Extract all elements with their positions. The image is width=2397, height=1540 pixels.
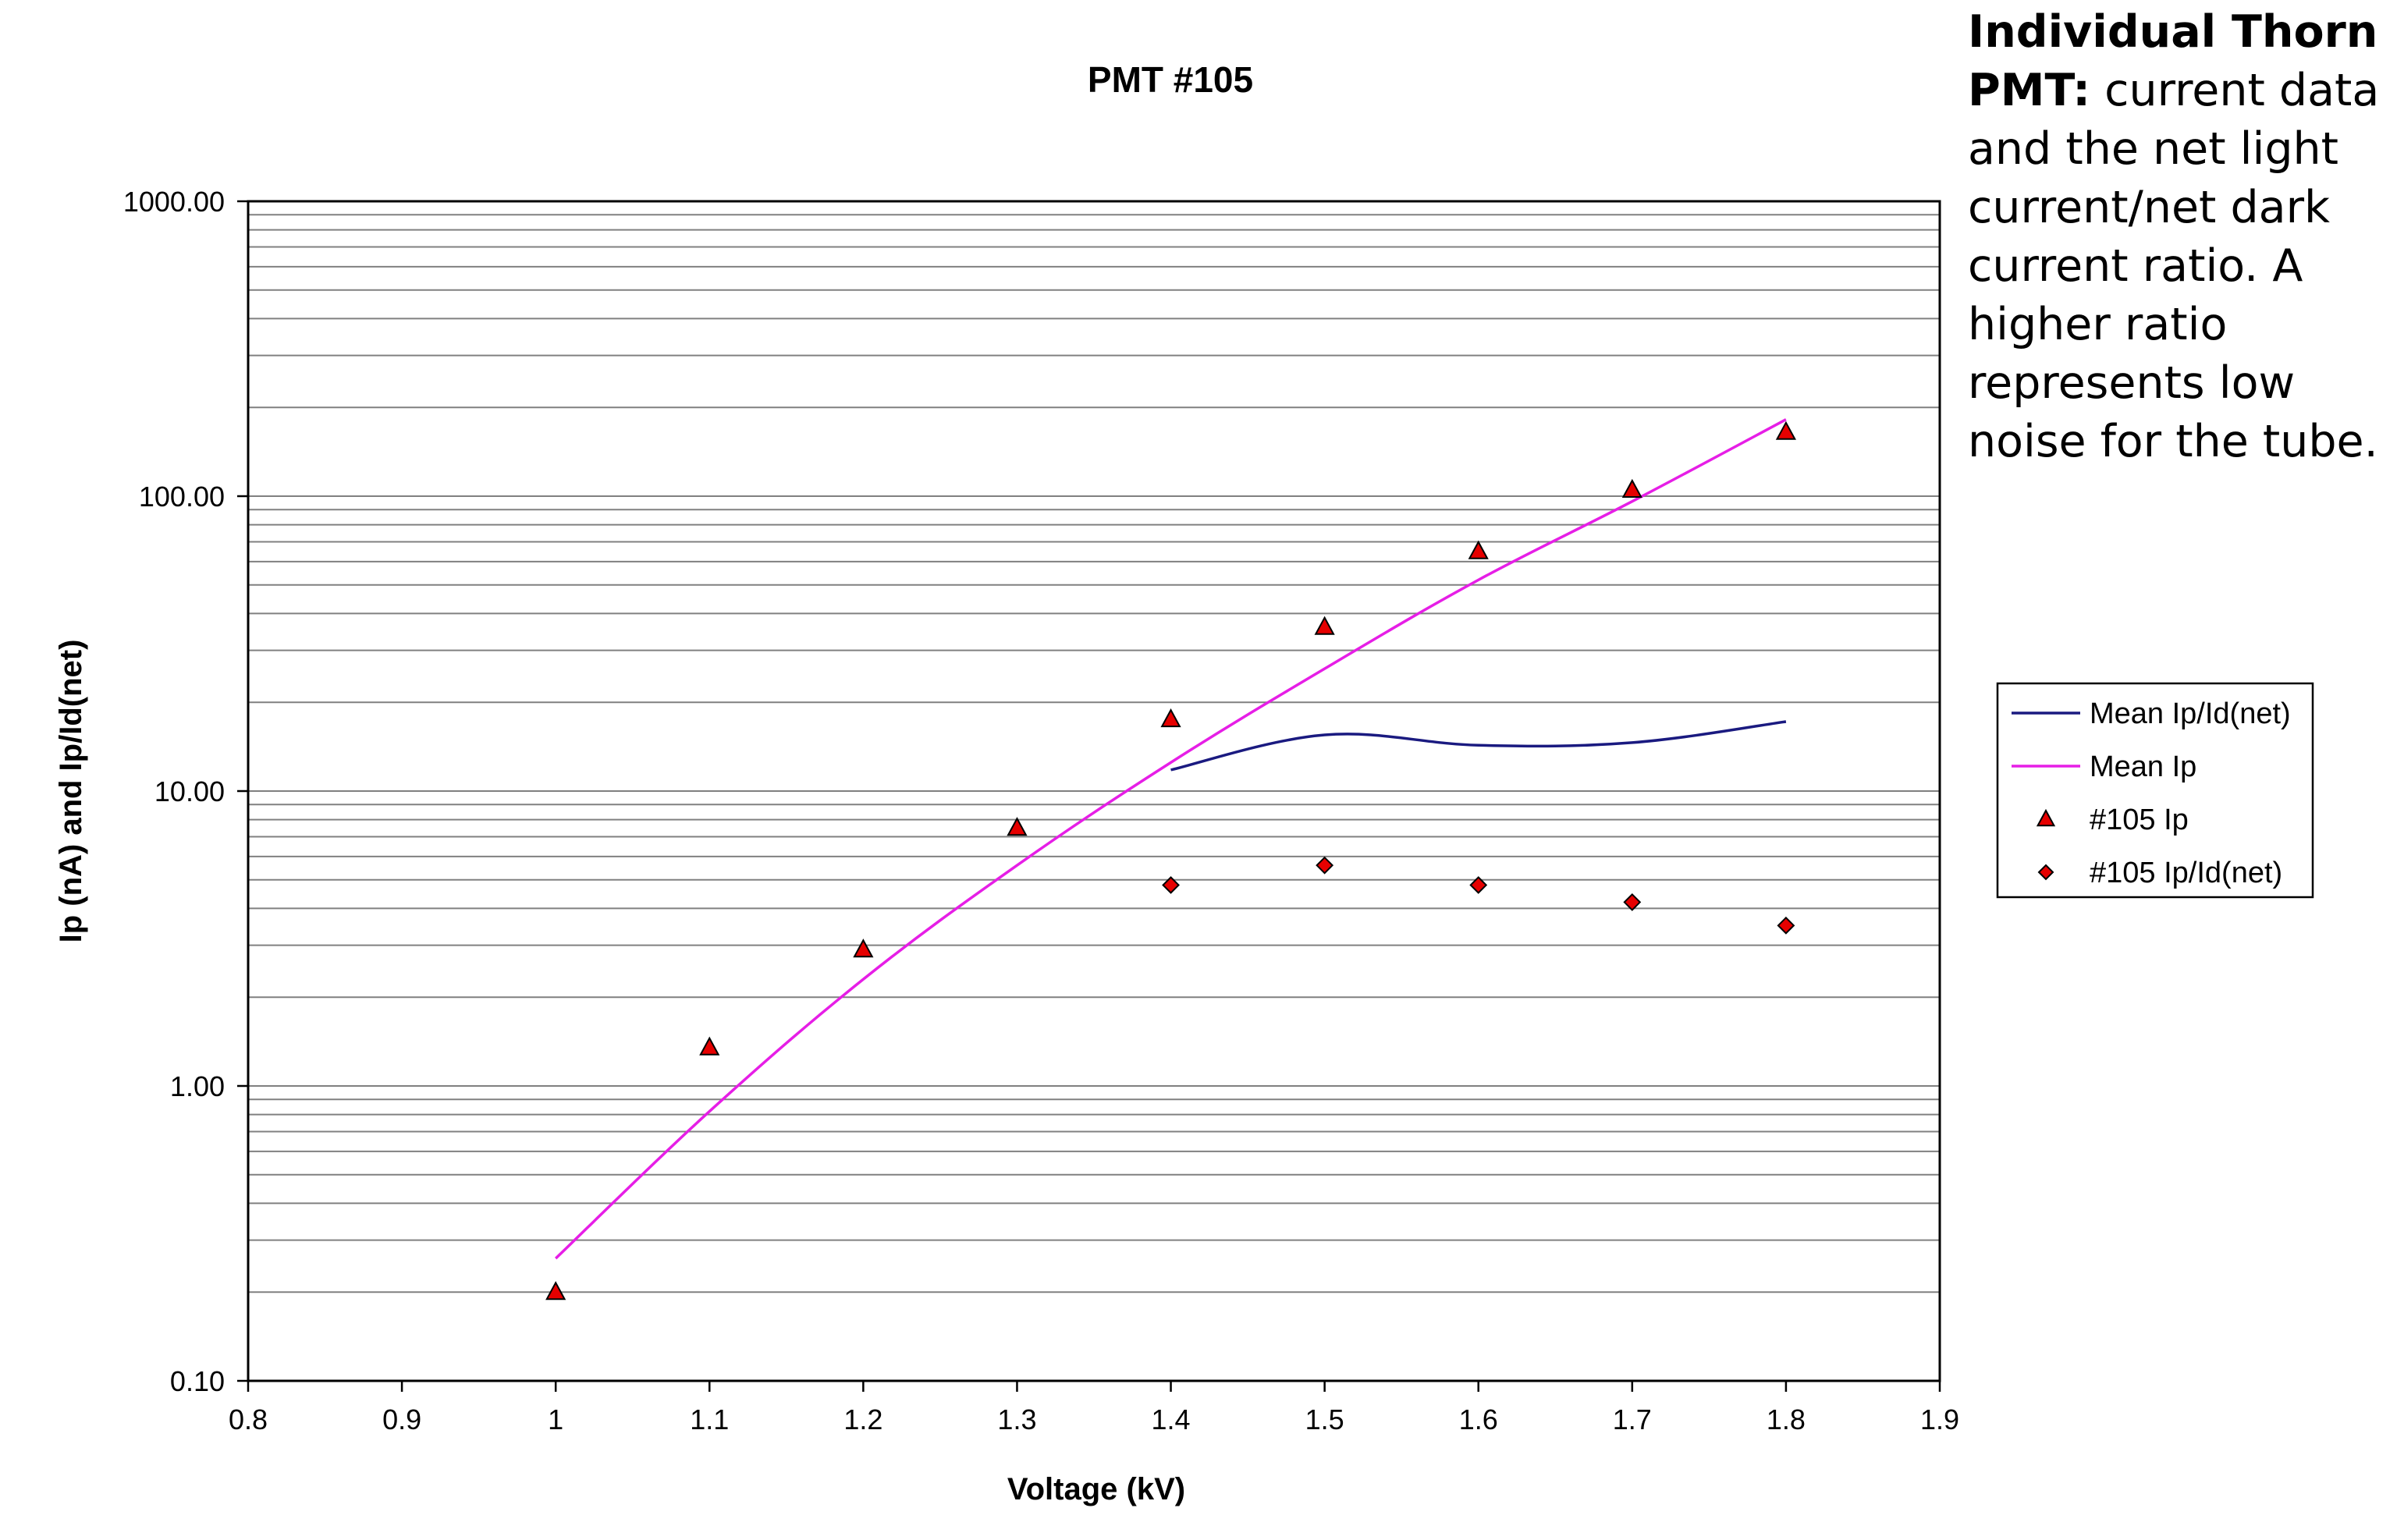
legend-item: Mean Ip/Id(net) (2012, 697, 2291, 730)
x-tick-label: 1.2 (843, 1403, 882, 1435)
x-tick-label: 1.7 (1613, 1403, 1652, 1435)
y-axis: 0.10 1.00 10.00 100.00 1000.00 (123, 186, 248, 1397)
caption-text: Individual Thorn PMT: current data and t… (1968, 3, 2389, 471)
triangle-point (545, 1281, 566, 1300)
series-0 (1170, 720, 1787, 772)
triangle-point (1160, 708, 1181, 728)
x-tick-label: 0.8 (229, 1403, 268, 1435)
legend-item: #105 Ip (2036, 804, 2189, 836)
caption-bold: Individual Thorn PMT: (1968, 6, 2378, 116)
x-tick-label: 1.8 (1767, 1403, 1806, 1435)
chart-title: PMT #105 (1088, 59, 1253, 100)
legend-item: Mean Ip (2012, 750, 2196, 783)
legend-item: #105 Ip/Id(net) (2037, 857, 2282, 889)
x-tick-label: 1.1 (690, 1403, 729, 1435)
diamond-point (1623, 892, 1642, 911)
y-axis-label: Ip (nA) and Ip/Id(net) (54, 640, 88, 943)
series-line (554, 418, 1787, 1260)
triangle-point (853, 939, 874, 958)
x-axis: 0.8 0.9 1 1.1 1.2 1.3 1.4 1.5 1.6 1.7 1.8 1.9 (229, 1381, 1959, 1435)
x-axis-label: Voltage (kV) (1007, 1472, 1185, 1506)
triangle-point (1314, 616, 1335, 635)
x-tick-label: 0.9 (382, 1403, 421, 1435)
triangle-point (699, 1036, 720, 1056)
diamond-point (1777, 916, 1795, 935)
series-line (1170, 720, 1787, 772)
gridlines (248, 200, 1940, 1382)
legend-label: #105 Ip/Id(net) (2090, 857, 2282, 889)
x-tick-label: 1.6 (1459, 1403, 1498, 1435)
y-tick-label: 0.10 (170, 1365, 225, 1397)
x-tick-label: 1.3 (997, 1403, 1036, 1435)
x-tick-label: 1.5 (1305, 1403, 1344, 1435)
legend-box (1996, 682, 2314, 899)
series-1 (554, 418, 1787, 1260)
series-3 (1162, 856, 1795, 935)
legend: Mean Ip/Id(net) Mean Ip #105 Ip #105 Ip/Id(… (1996, 682, 2314, 899)
caption-body: current data and the net light current/n… (1968, 65, 2380, 467)
diamond-point (1162, 876, 1180, 894)
x-tick-label: 1.9 (1920, 1403, 1959, 1435)
triangle-point (1775, 420, 1796, 440)
legend-label: Mean Ip (2090, 750, 2196, 783)
legend-label: #105 Ip (2090, 804, 2189, 836)
legend-label: Mean Ip/Id(net) (2090, 697, 2291, 730)
y-tick-label: 1.00 (170, 1070, 225, 1102)
triangle-point (1468, 540, 1489, 559)
y-tick-label: 10.00 (154, 775, 225, 807)
diamond-point (1316, 856, 1334, 875)
triangle-point (1621, 478, 1642, 498)
series-layer (545, 418, 1796, 1300)
y-tick-label: 1000.00 (123, 186, 225, 218)
diamond-point (1469, 876, 1488, 894)
x-tick-label: 1 (548, 1403, 563, 1435)
x-tick-label: 1.4 (1152, 1403, 1191, 1435)
y-tick-label: 100.00 (139, 481, 225, 513)
legend-swatch (2037, 864, 2054, 881)
triangle-point (1007, 817, 1028, 836)
legend-swatch (2036, 808, 2056, 827)
series-2 (545, 420, 1796, 1300)
